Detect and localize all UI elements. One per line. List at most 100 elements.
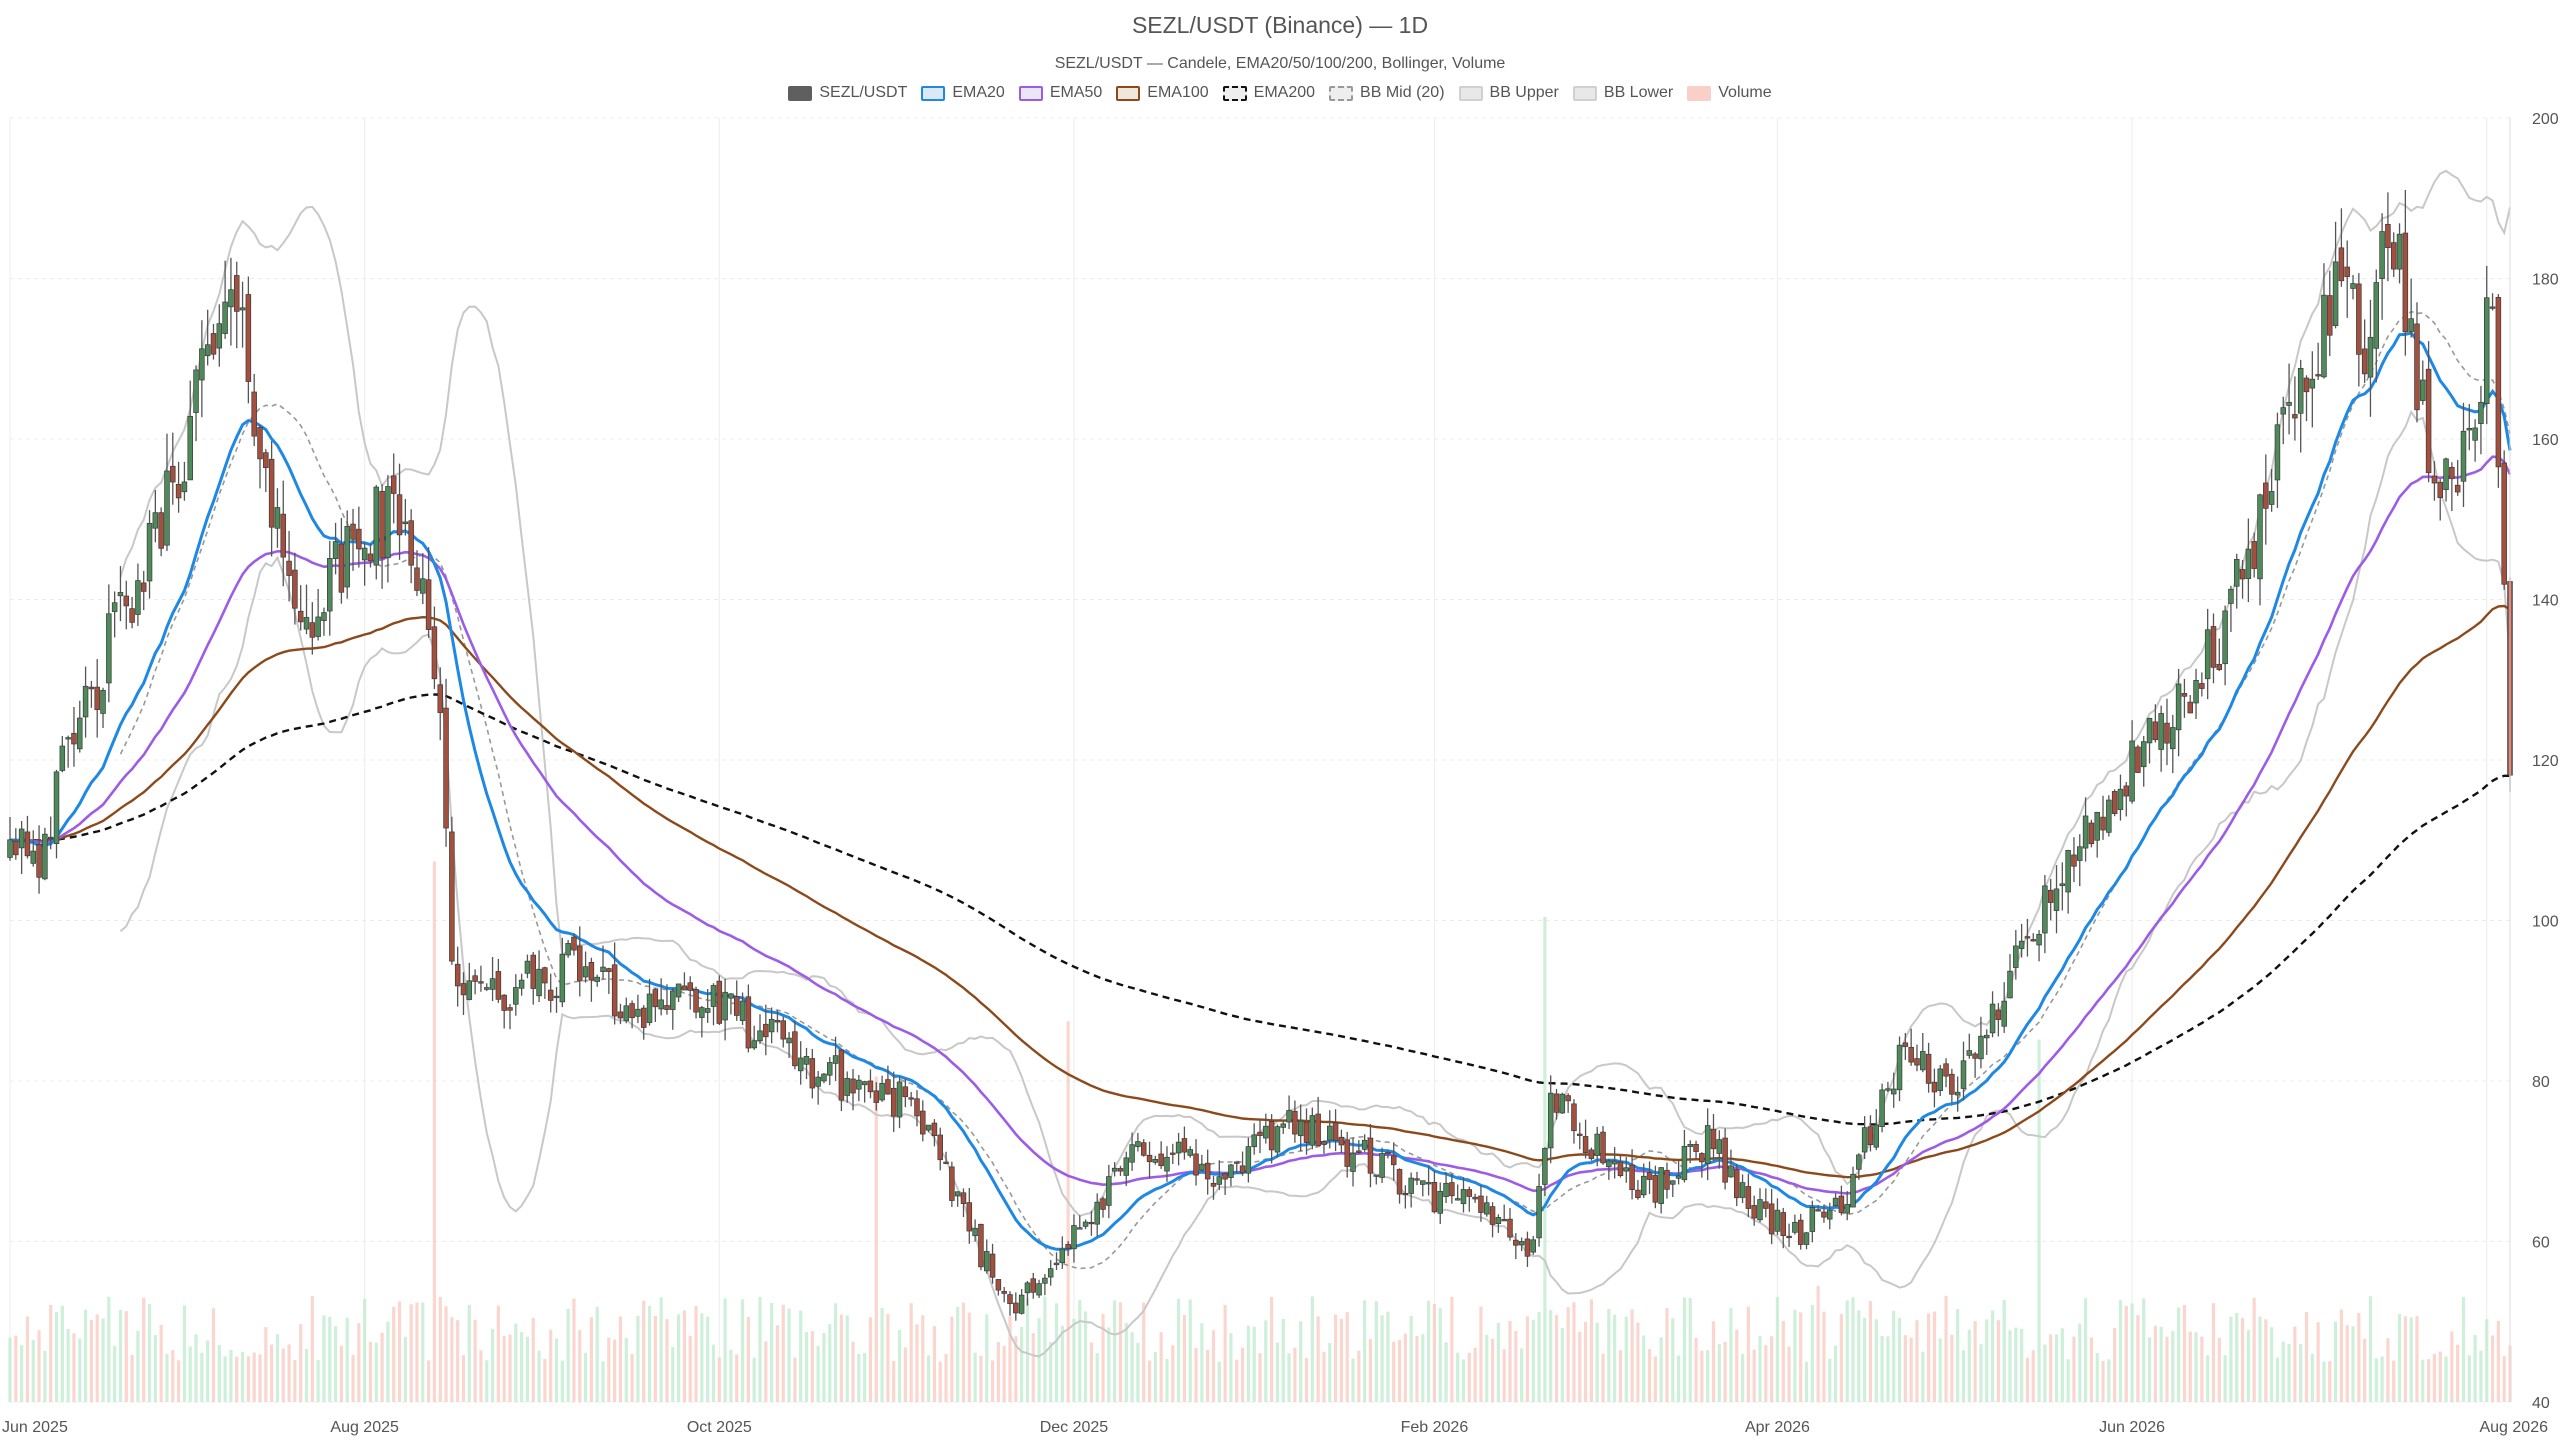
legend-item-ema20[interactable]: EMA20 [921,84,1005,102]
candle-body [513,987,519,1005]
candle-body [809,1058,816,1089]
candle-body [1228,1164,1234,1178]
volume-bar [682,1310,687,1402]
candle-body [797,1057,804,1072]
candle-body [1024,1282,1031,1294]
candle [2030,933,2037,942]
bb-mid-line [119,310,2511,1270]
legend-item-ema200[interactable]: EMA200 [1222,84,1315,102]
volume-bar [235,1356,239,1402]
candle [2251,532,2257,578]
volume-bar [1863,1317,1867,1402]
candle [2297,359,2304,453]
candle-body [699,1007,705,1018]
volume-bar [857,1354,861,1402]
volume-bar [1136,1342,1140,1402]
legend-item-sezl-usdt[interactable]: SEZL/USDT [788,84,907,102]
volume-bar [1921,1351,1925,1402]
candle-body [1943,1063,1949,1077]
candle [2408,278,2414,338]
candle [1588,1147,1595,1161]
volume-bar [653,1315,657,1402]
candle-body [2071,854,2077,867]
volume-bar [2066,1359,2070,1402]
candle [803,1047,810,1080]
candle-body [1606,1160,1612,1168]
candle [367,543,374,568]
candle-body [1303,1121,1310,1143]
volume-bar [2217,1337,2221,1402]
volume-bar [211,1308,216,1402]
candle-body [1193,1153,1199,1176]
candle-body [1640,1175,1647,1196]
legend-item-bb-mid-20[interactable]: BB Mid (20) [1329,84,1445,102]
candle-body [885,1079,891,1095]
volume-bar [799,1310,803,1402]
candle [978,1223,984,1271]
volume-bar [1054,1303,1059,1402]
candle [2123,782,2130,817]
legend-swatch [1687,85,1712,101]
candle [263,449,269,492]
candle-body [2315,374,2321,377]
candle-body [664,1005,670,1010]
volume-bar [967,1312,971,1402]
candle-body [2053,888,2060,911]
volume-bar [1275,1342,1280,1402]
candle [1297,1104,1304,1152]
candle [518,973,525,996]
candle [2315,342,2321,380]
candle [1710,1114,1717,1161]
volume-bar [1630,1309,1634,1402]
legend-item-bb-lower[interactable]: BB Lower [1572,84,1673,102]
candle-body [623,1005,630,1022]
legend-item-bb-upper[interactable]: BB Upper [1458,84,1559,102]
volume-bar [1520,1348,1524,1402]
volume-bar [985,1314,989,1402]
candle [268,441,275,557]
candle [2135,744,2141,774]
legend-item-ema50[interactable]: EMA50 [1018,84,1102,102]
candle-body [2228,588,2234,604]
candle [13,828,19,860]
candle-body [1507,1218,1513,1238]
volume-bar [2124,1305,2128,1402]
volume-bar [2368,1296,2373,1402]
candle-body [914,1098,920,1117]
volume-bar [2461,1296,2466,1402]
volume-bar [1299,1321,1303,1402]
candle [152,489,159,543]
volume-bar [2293,1326,2297,1402]
candle [2344,240,2350,318]
candle-body [658,999,664,1010]
ema50-line [9,455,2512,1195]
candle [2263,454,2269,545]
x-tick-label: Apr 2026 [1745,1419,1810,1436]
legend-item-volume[interactable]: Volume [1687,84,1772,102]
candle-body [1920,1051,1926,1071]
volume-bar [2211,1303,2216,1402]
volume-bar [717,1357,721,1402]
candle-body [338,543,345,593]
candle-body [2332,261,2339,326]
volume-bar [1293,1347,1297,1402]
candle-body [59,745,66,771]
legend-item-ema100[interactable]: EMA100 [1116,84,1209,102]
volume-bar [886,1313,890,1402]
volume-bar [2177,1307,2181,1402]
volume-bar [1549,1310,1553,1402]
volume-bar [89,1319,93,1402]
volume-bar [1113,1300,1117,1402]
candle-body [2501,462,2507,585]
volume-bar [508,1334,512,1402]
legend-swatch [1458,85,1483,101]
volume-bar [444,1306,448,1402]
candle [2449,462,2455,512]
volume-bar [473,1319,477,1402]
volume-bar [2235,1312,2239,1402]
candle-body [879,1082,885,1101]
candle-body [303,617,310,630]
candle [2414,302,2420,423]
candle-body [164,470,170,546]
